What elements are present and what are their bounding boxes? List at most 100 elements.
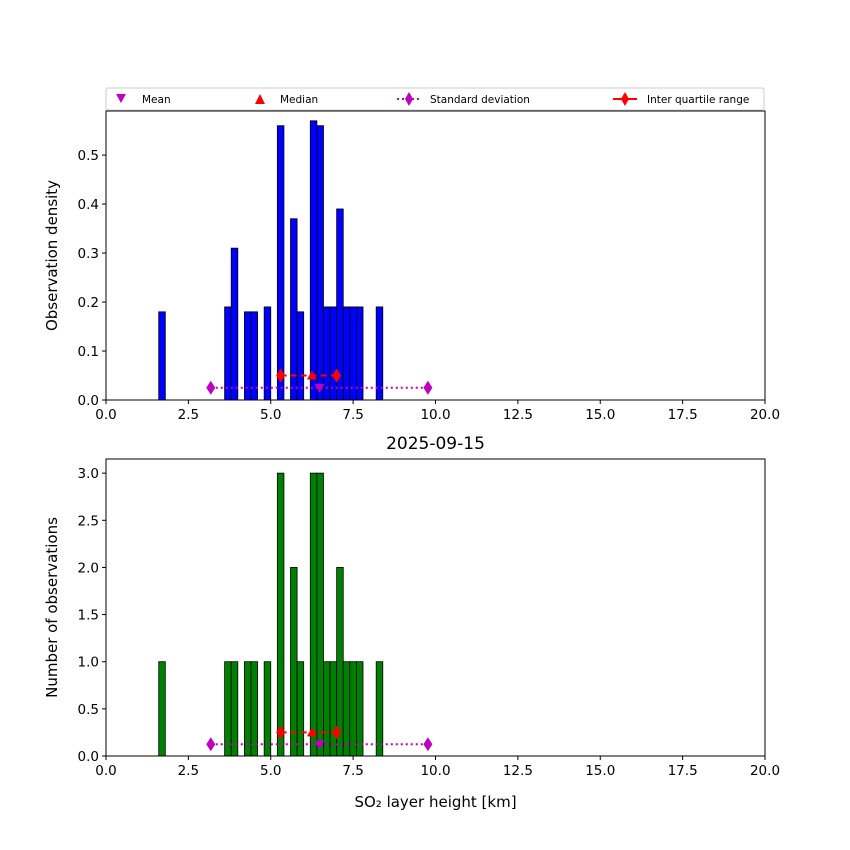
bottom-y-tick-label-4: 2.0 <box>78 560 99 576</box>
legend-entry-iqr: Inter quartile range <box>613 92 749 106</box>
legend-mean-marker <box>116 94 126 103</box>
bottom-y-ticks: 0.0 0.5 1.0 1.5 2.0 2.5 3.0 <box>78 466 106 765</box>
top-plot: 0.0 2.5 5.0 7.5 10.0 12.5 15.0 17.5 20.0 0.00.10… <box>43 110 780 423</box>
top-bars <box>158 120 384 401</box>
bottom-bar-4 <box>250 661 258 757</box>
bottom-bar-2 <box>230 661 239 757</box>
bottom-bar-15 <box>349 661 357 757</box>
top-bar-10 <box>316 125 324 401</box>
top-bar-1 <box>224 306 232 401</box>
top-bar-14 <box>342 306 351 401</box>
top-bar-17 <box>375 306 384 401</box>
bottom-bar-11 <box>323 661 331 757</box>
bottom-axes-frame <box>105 458 766 757</box>
top-y-tick-label-1: 0.1 <box>78 344 99 360</box>
top-y-tick-label-0: 0.0 <box>78 393 99 409</box>
bottom-y-tick-label-6: 3.0 <box>78 466 99 482</box>
top-x-tick-label-4: 10.0 <box>420 407 450 423</box>
top-x-tick-label-8: 20.0 <box>750 407 780 423</box>
top-x-tick-label-1: 2.5 <box>178 407 199 423</box>
bottom-median-marker <box>306 727 317 737</box>
bottom-bar-12 <box>329 661 338 757</box>
top-bar-16 <box>356 306 364 401</box>
bottom-stats <box>206 725 433 752</box>
legend-entry-median: Median <box>255 94 318 106</box>
bottom-std-marker-low <box>206 737 216 752</box>
bottom-x-tick-label-0: 0.0 <box>95 763 116 779</box>
top-y-tick-label-2: 0.2 <box>78 295 99 311</box>
bottom-x-tick-label-8: 20.0 <box>750 763 780 779</box>
top-bar-6 <box>276 125 285 401</box>
bottom-bar-7 <box>290 567 298 757</box>
legend-iqr-label: Inter quartile range <box>647 94 749 106</box>
bottom-x-tick-label-4: 10.0 <box>420 763 450 779</box>
top-axes-frame <box>105 110 766 401</box>
top-y-tick-label-5: 0.5 <box>78 148 99 164</box>
top-bar-12 <box>329 306 338 401</box>
bottom-iqr-marker-low <box>276 725 286 740</box>
top-std-marker-low <box>206 380 216 395</box>
bottom-plot: 2025-09-15 0.0 2.5 5.0 7.5 10.0 12.5 15.0 17.5 2… <box>43 434 780 811</box>
legend: Mean Median Standard deviation Inter qua… <box>105 87 765 111</box>
top-bar-11 <box>323 306 331 401</box>
bottom-y-tick-label-1: 0.5 <box>78 702 99 718</box>
bottom-x-tick-label-5: 12.5 <box>503 763 533 779</box>
bottom-bar-10 <box>316 472 324 757</box>
top-x-tick-label-6: 15.0 <box>585 407 615 423</box>
top-bar-2 <box>230 247 239 401</box>
top-mean-marker <box>314 383 325 393</box>
legend-entry-mean: Mean <box>116 94 171 106</box>
top-bar-9 <box>309 120 318 401</box>
bottom-x-axis-label: SO₂ layer height [km] <box>354 793 516 811</box>
bottom-bar-17 <box>375 661 384 757</box>
top-std-marker-high <box>423 380 433 395</box>
bottom-iqr-marker-high <box>332 725 342 740</box>
bottom-bar-1 <box>224 661 232 757</box>
top-x-tick-label-7: 17.5 <box>668 407 698 423</box>
bottom-bars <box>158 472 384 757</box>
bottom-bar-9 <box>309 472 318 757</box>
top-y-tick-label-3: 0.3 <box>78 246 99 262</box>
bottom-bar-6 <box>276 472 285 757</box>
top-x-tick-label-0: 0.0 <box>95 407 116 423</box>
top-x-tick-label-5: 12.5 <box>503 407 533 423</box>
bottom-x-tick-label-1: 2.5 <box>178 763 199 779</box>
top-iqr-marker-high <box>332 368 342 383</box>
top-stats <box>206 368 433 395</box>
legend-entry-std: Standard deviation <box>397 92 530 106</box>
bottom-bar-16 <box>356 661 364 757</box>
bottom-std-marker-high <box>423 737 433 752</box>
bottom-x-ticks: 0.0 2.5 5.0 7.5 10.0 12.5 15.0 17.5 20.0 <box>95 756 780 779</box>
legend-frame <box>105 87 765 111</box>
top-x-tick-label-2: 5.0 <box>260 407 281 423</box>
top-y-axis-label: Observation density <box>43 180 61 331</box>
bottom-bar-14 <box>342 661 351 757</box>
bottom-y-axis-label: Number of observations <box>43 517 61 698</box>
top-median-marker <box>306 370 317 380</box>
bottom-bar-3 <box>243 661 252 757</box>
bottom-y-tick-label-2: 1.0 <box>78 655 99 671</box>
top-x-ticks: 0.0 2.5 5.0 7.5 10.0 12.5 15.0 17.5 20.0 <box>95 400 780 423</box>
top-iqr-marker-low <box>276 368 286 383</box>
bottom-x-tick-label-2: 5.0 <box>260 763 281 779</box>
bottom-bar-0 <box>158 661 166 757</box>
bottom-mean-marker <box>314 740 325 750</box>
top-bar-15 <box>349 306 357 401</box>
legend-std-label: Standard deviation <box>430 94 530 106</box>
bottom-x-tick-label-3: 7.5 <box>342 763 363 779</box>
legend-iqr-marker <box>621 92 629 106</box>
legend-median-label: Median <box>280 94 318 106</box>
bottom-x-tick-label-6: 15.0 <box>585 763 615 779</box>
top-bar-7 <box>290 218 298 401</box>
bottom-bar-8 <box>296 661 305 757</box>
bottom-y-tick-label-5: 2.5 <box>78 513 99 529</box>
top-y-ticks: 0.0 0.1 0.2 0.3 0.4 0.5 <box>78 148 106 409</box>
top-bar-5 <box>263 306 272 401</box>
bottom-y-tick-label-0: 0.0 <box>78 749 99 765</box>
legend-std-marker <box>405 92 413 106</box>
bottom-y-tick-label-3: 1.5 <box>78 608 99 624</box>
bottom-bar-5 <box>263 661 272 757</box>
top-bar-0 <box>158 311 166 401</box>
top-y-tick-label-4: 0.4 <box>78 197 99 213</box>
